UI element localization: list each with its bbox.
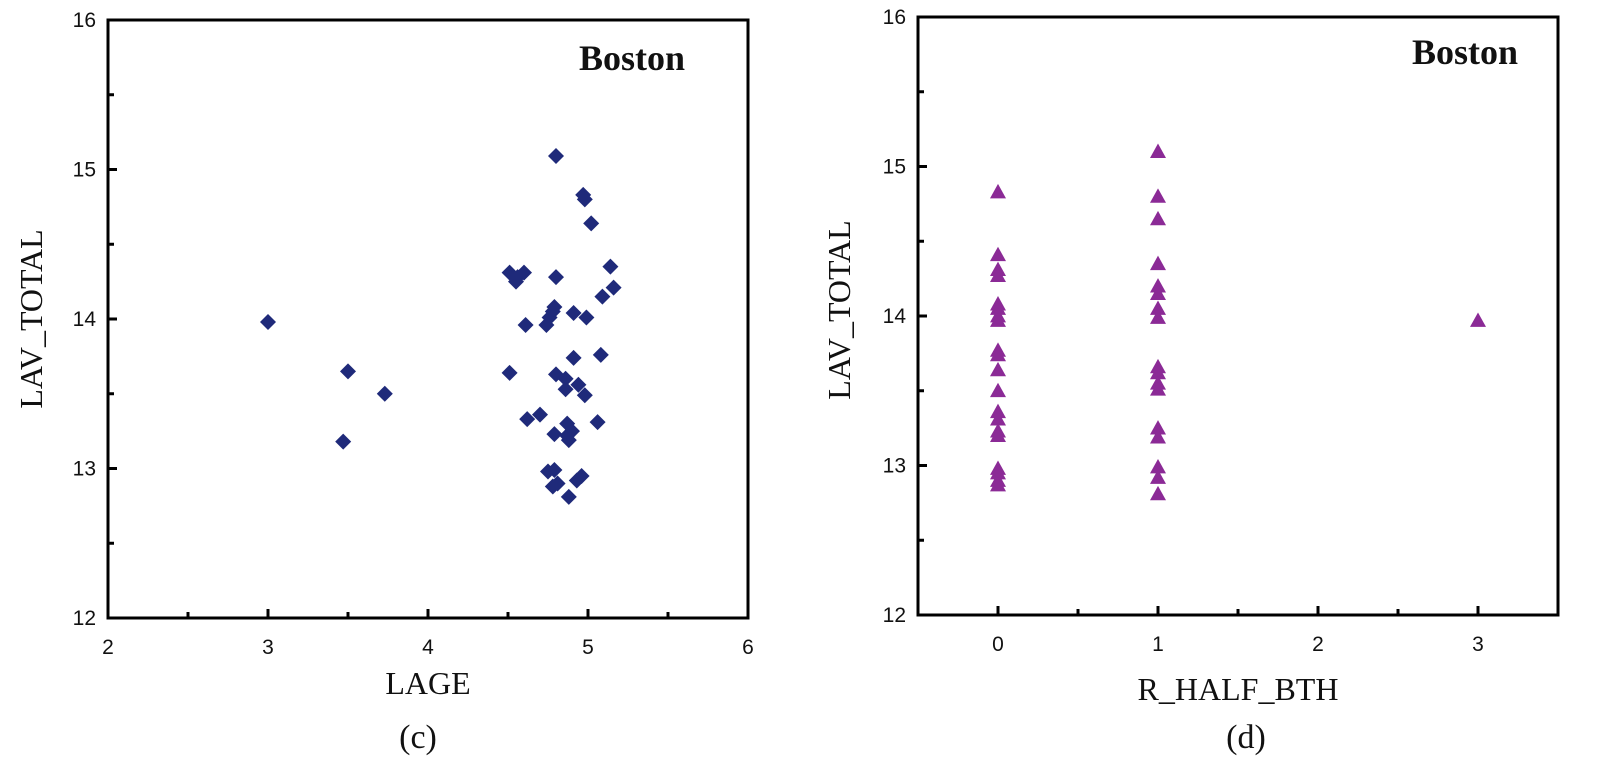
data-point-d xyxy=(1150,364,1166,380)
y-tick-label-c: 13 xyxy=(73,458,96,481)
caption-c: (c) xyxy=(399,719,437,756)
y-tick-label-d: 13 xyxy=(883,455,906,478)
x-tick-label-d: 3 xyxy=(1472,633,1484,656)
data-point-c xyxy=(519,411,536,428)
data-point-c xyxy=(576,191,593,208)
x-axis-label-c: LAGE xyxy=(385,665,470,701)
y-axis-label-c: LAV_TOTAL xyxy=(13,229,49,408)
data-point-c xyxy=(557,381,574,398)
plot-frame-c xyxy=(106,18,750,620)
data-point-c xyxy=(546,461,563,478)
data-point-c xyxy=(565,305,582,322)
y-tick-label-d: 16 xyxy=(883,6,906,29)
data-point-c xyxy=(564,423,580,440)
data-point-c xyxy=(517,316,534,333)
data-point-d xyxy=(990,403,1006,419)
data-point-d xyxy=(990,361,1006,377)
data-point-c xyxy=(578,309,595,326)
data-point-d xyxy=(1150,458,1166,474)
data-point-d xyxy=(990,464,1006,480)
data-point-d xyxy=(990,476,1006,492)
data-point-d xyxy=(990,183,1006,199)
y-tick-label-c: 14 xyxy=(73,308,97,331)
data-point-c xyxy=(592,346,609,363)
panel-title-d: Boston xyxy=(1412,32,1518,72)
data-point-c xyxy=(516,264,532,281)
data-point-d xyxy=(1150,381,1166,396)
data-point-d xyxy=(1470,312,1486,327)
data-point-d xyxy=(990,300,1006,315)
data-point-d xyxy=(1150,188,1166,203)
data-point-d xyxy=(990,427,1006,442)
x-tick-label-c: 3 xyxy=(262,636,274,659)
data-point-d xyxy=(1150,143,1166,158)
x-tick-label-d: 2 xyxy=(1312,633,1324,656)
data-point-d xyxy=(1150,255,1166,271)
x-tick-label-d: 1 xyxy=(1152,633,1164,656)
caption-d: (d) xyxy=(1226,719,1266,756)
data-point-c xyxy=(501,364,518,381)
data-point-c xyxy=(570,376,587,393)
data-point-d xyxy=(1150,309,1166,324)
data-point-d xyxy=(1150,429,1166,444)
data-point-d xyxy=(1150,469,1166,484)
data-point-c xyxy=(549,475,566,492)
data-point-c xyxy=(565,349,582,366)
data-point-d xyxy=(1150,485,1166,501)
ticks-d xyxy=(916,15,1560,617)
ticks-c xyxy=(106,18,750,620)
panel-title-c: Boston xyxy=(579,38,685,78)
data-point-c xyxy=(594,288,611,305)
data-point-d xyxy=(1150,278,1166,293)
data-point-d xyxy=(990,382,1006,398)
data-point-c xyxy=(546,299,563,316)
data-point-c xyxy=(335,433,352,450)
y-tick-label-c: 15 xyxy=(73,159,96,182)
data-point-c xyxy=(589,414,606,431)
panel-c: 2 3 4 5 6 12 13 14 15 16 Boston LAGE LAV_TOTAL (c… xyxy=(13,9,754,756)
plot-frame-d xyxy=(916,15,1560,617)
data-point-c xyxy=(583,215,600,232)
data-point-d xyxy=(1150,285,1166,300)
data-point-c xyxy=(546,426,563,443)
data-point-d xyxy=(1150,420,1166,435)
x-tick-label-c: 6 xyxy=(742,636,754,659)
y-tick-label-d: 12 xyxy=(883,604,906,627)
data-point-c xyxy=(560,488,577,505)
data-point-c xyxy=(602,258,619,275)
x-tick-label-c: 2 xyxy=(102,636,114,659)
data-point-c xyxy=(605,279,622,296)
data-point-c xyxy=(557,370,574,387)
data-point-c xyxy=(573,467,590,484)
x-tick-label-c: 4 xyxy=(422,636,434,659)
y-tick-label-d: 15 xyxy=(883,156,906,179)
y-axis-label-d: LAV_TOTAL xyxy=(821,220,857,399)
x-tick-label-c: 5 xyxy=(582,636,594,659)
data-point-c xyxy=(340,363,356,380)
data-point-d xyxy=(1150,210,1166,226)
y-tick-label-c: 16 xyxy=(73,9,96,32)
y-tick-label-d: 14 xyxy=(883,305,907,328)
data-point-c xyxy=(548,148,564,165)
data-point-d xyxy=(990,312,1006,327)
data-point-c xyxy=(260,313,276,330)
data-point-d xyxy=(990,346,1006,362)
data-point-c xyxy=(376,385,393,402)
data-point-c xyxy=(576,387,593,404)
data-point-d xyxy=(990,246,1006,262)
data-point-c xyxy=(548,269,564,286)
data-point-d xyxy=(1150,300,1166,315)
y-tick-label-c: 12 xyxy=(73,607,96,630)
points-c xyxy=(260,148,622,505)
tick-labels-c: 2 3 4 5 6 12 13 14 15 16 xyxy=(73,9,754,659)
x-axis-label-d: R_HALF_BTH xyxy=(1138,671,1339,707)
data-point-c xyxy=(532,406,548,423)
data-point-d xyxy=(990,267,1006,283)
x-tick-label-d: 0 xyxy=(992,633,1004,656)
data-point-d xyxy=(990,411,1006,426)
points-d xyxy=(990,143,1486,501)
